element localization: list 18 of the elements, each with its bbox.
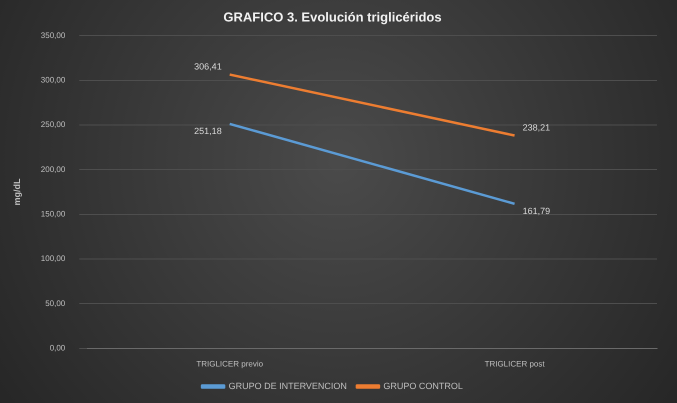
y-tick-label: 250,00 bbox=[40, 120, 66, 130]
y-tick-label: 100,00 bbox=[40, 254, 66, 264]
y-tick-label: 350,00 bbox=[40, 30, 66, 40]
y-tick-label: 150,00 bbox=[40, 210, 66, 219]
data-label: 251,18 bbox=[194, 126, 222, 136]
chart-title: GRAFICO 3. Evolución triglicéridos bbox=[223, 9, 442, 24]
y-tick-label: 300,00 bbox=[40, 75, 66, 84]
legend-label: GRUPO DE INTERVENCION bbox=[228, 380, 347, 391]
x-tick-label: TRIGLICER post bbox=[484, 359, 546, 368]
y-tick-label: 50,00 bbox=[45, 298, 66, 308]
y-tick-label: 200,00 bbox=[40, 164, 66, 174]
legend-label: GRUPO CONTROL bbox=[383, 380, 463, 391]
y-tick-label: 0,00 bbox=[50, 344, 66, 353]
data-label: 238,21 bbox=[522, 122, 550, 132]
data-label: 306,41 bbox=[194, 62, 222, 72]
x-tick-label: TRIGLICER previo bbox=[196, 359, 264, 368]
data-label: 161,79 bbox=[522, 206, 550, 216]
y-axis-title: mg/dL bbox=[12, 178, 22, 206]
